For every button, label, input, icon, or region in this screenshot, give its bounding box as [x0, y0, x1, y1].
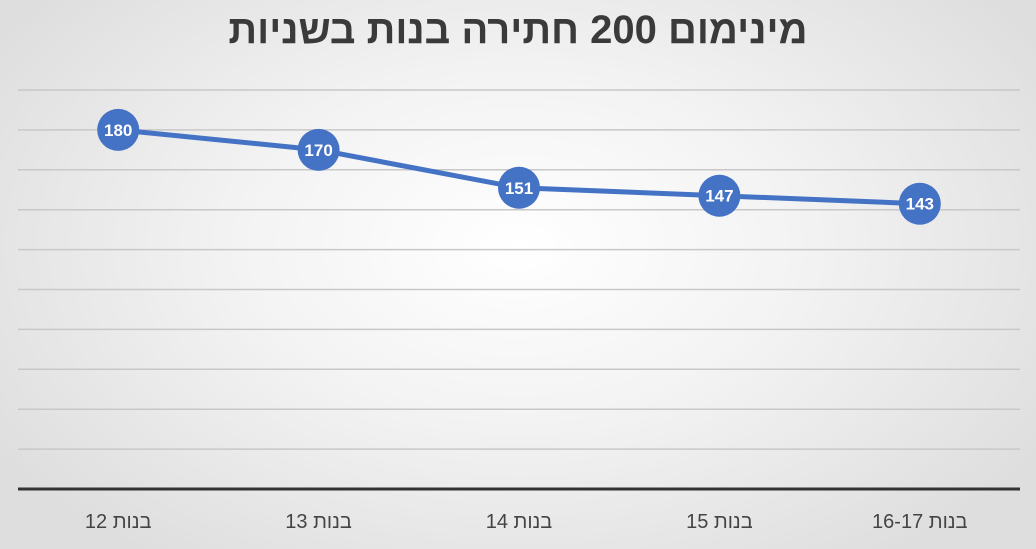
x-tick-label: בנות 12 [85, 511, 152, 533]
data-point [297, 128, 340, 171]
data-point [898, 182, 941, 225]
x-tick-labels: בנות 12 בנות 13 בנות 14 בנות 15 בנות 16-17 [85, 511, 968, 533]
gridlines [18, 89, 1020, 450]
data-point [498, 166, 540, 209]
data-point [97, 108, 140, 151]
data-label: 180 [104, 121, 132, 140]
chart-title: מינימום 200 חתירה בנות בשניות [228, 8, 808, 52]
data-label: 147 [705, 187, 733, 206]
data-label: 170 [304, 141, 332, 160]
data-label: 143 [906, 195, 934, 214]
x-tick-label: בנות 14 [486, 511, 553, 533]
x-tick-label: בנות 15 [686, 511, 753, 533]
x-tick-label: בנות 16-17 [872, 511, 968, 533]
data-label: 151 [505, 179, 533, 198]
data-point [698, 174, 741, 217]
series-line-group: 180 170 151 147 143 [97, 108, 941, 225]
x-tick-label: בנות 13 [285, 511, 352, 533]
